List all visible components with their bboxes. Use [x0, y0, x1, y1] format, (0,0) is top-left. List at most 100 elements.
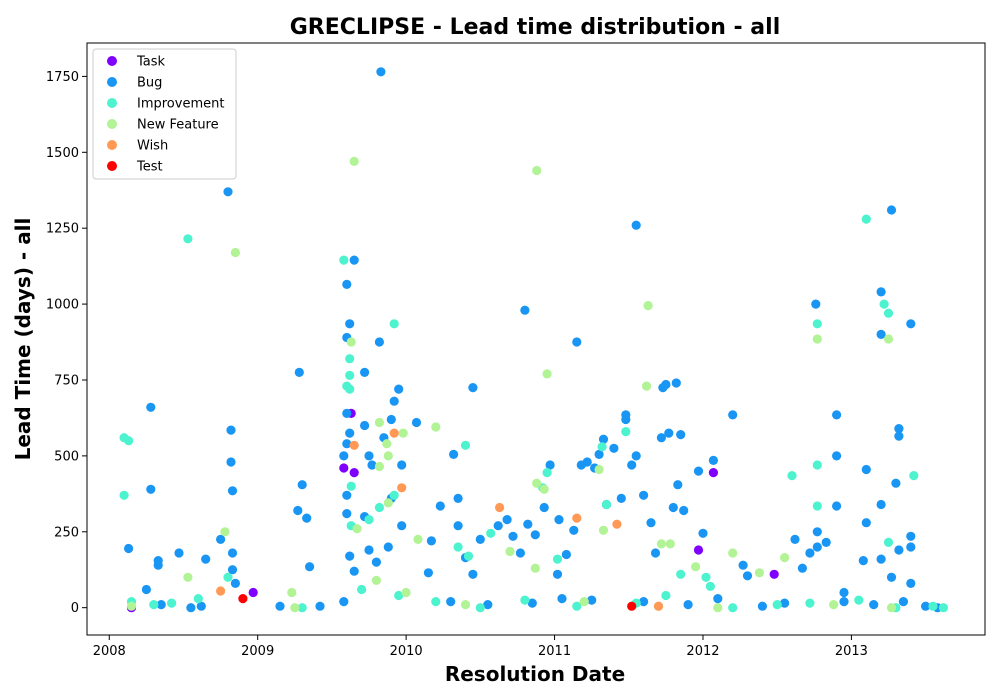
data-point	[668, 502, 678, 513]
data-point	[906, 531, 916, 541]
data-point	[621, 427, 631, 437]
data-point	[627, 460, 637, 470]
data-point	[389, 396, 399, 406]
data-point	[656, 433, 667, 443]
data-point	[423, 568, 433, 578]
data-point	[297, 480, 307, 490]
data-point	[345, 354, 355, 364]
data-point	[780, 553, 790, 563]
data-point	[664, 428, 674, 438]
data-point	[812, 334, 822, 344]
data-point	[701, 572, 711, 582]
data-point	[787, 471, 797, 481]
legend-label: Improvement	[137, 97, 224, 112]
y-axis: 0 250 500 750 1000 1250 1500 1750	[46, 70, 87, 616]
data-point	[227, 486, 238, 496]
data-point	[646, 518, 656, 528]
data-point	[693, 545, 704, 555]
data-point	[812, 527, 822, 537]
data-point	[572, 601, 582, 611]
data-point	[891, 478, 901, 488]
data-point	[609, 443, 619, 453]
legend-label: New Feature	[137, 118, 219, 133]
data-point	[352, 524, 362, 534]
data-point	[906, 578, 916, 589]
legend-marker	[107, 98, 117, 108]
data-point	[431, 422, 441, 432]
data-point	[486, 528, 496, 538]
data-point	[364, 515, 374, 525]
x-tick-label: 2012	[686, 644, 719, 659]
data-point	[527, 598, 537, 608]
data-point	[431, 597, 441, 607]
data-point	[858, 556, 868, 566]
data-point	[876, 287, 886, 297]
data-point	[508, 531, 518, 541]
data-point	[869, 600, 879, 610]
data-point	[475, 603, 485, 613]
data-point	[227, 548, 238, 558]
x-tick-label: 2013	[835, 644, 868, 659]
data-point	[839, 597, 849, 607]
data-point	[886, 572, 897, 582]
data-point	[186, 603, 196, 613]
data-point	[275, 601, 285, 611]
data-point	[174, 548, 184, 558]
x-tick-label: 2009	[241, 644, 274, 659]
data-point	[713, 594, 723, 604]
data-point	[797, 563, 808, 573]
data-point	[394, 384, 404, 394]
data-point	[141, 584, 151, 595]
data-point	[938, 603, 949, 613]
legend-label: Wish	[137, 139, 168, 154]
x-axis: 2008 2009 2010 2011 2012 2013	[93, 635, 868, 659]
y-tick-label: 1000	[46, 298, 79, 313]
data-point	[216, 534, 226, 545]
data-point	[621, 414, 631, 425]
data-point	[886, 205, 897, 215]
data-point	[679, 505, 689, 516]
y-tick-label: 250	[54, 525, 79, 540]
data-point	[460, 600, 471, 610]
data-point	[124, 543, 134, 554]
data-point	[302, 513, 312, 523]
data-point	[371, 575, 381, 586]
data-point	[349, 156, 359, 166]
data-point	[661, 590, 671, 601]
legend-marker	[107, 77, 117, 87]
data-point	[861, 464, 871, 475]
y-axis-label: Lead Time (days) - all	[11, 218, 35, 461]
data-point	[612, 519, 622, 529]
data-point	[193, 594, 203, 604]
data-point	[671, 378, 681, 388]
data-point	[639, 490, 649, 500]
data-point	[339, 597, 349, 607]
data-point	[493, 521, 503, 531]
data-point	[861, 214, 871, 224]
data-point	[156, 600, 166, 610]
data-point	[532, 478, 542, 488]
data-point	[631, 451, 641, 461]
data-point	[119, 490, 129, 500]
data-point	[594, 449, 604, 459]
data-point	[290, 603, 300, 613]
data-point	[909, 471, 919, 481]
data-point	[708, 455, 719, 465]
data-point	[876, 554, 886, 564]
data-point	[342, 408, 352, 418]
x-tick-label: 2010	[390, 644, 423, 659]
y-tick-label: 1750	[46, 70, 79, 85]
data-point	[561, 549, 572, 560]
data-point	[297, 603, 307, 613]
data-point	[676, 569, 686, 579]
data-point	[293, 505, 303, 516]
data-point	[569, 525, 579, 535]
points-layer	[119, 67, 949, 613]
data-point	[374, 417, 384, 428]
data-point	[879, 299, 889, 309]
data-point	[523, 519, 533, 529]
data-point	[374, 461, 384, 472]
data-point	[367, 460, 377, 470]
data-point	[598, 525, 609, 535]
data-point	[876, 499, 886, 510]
